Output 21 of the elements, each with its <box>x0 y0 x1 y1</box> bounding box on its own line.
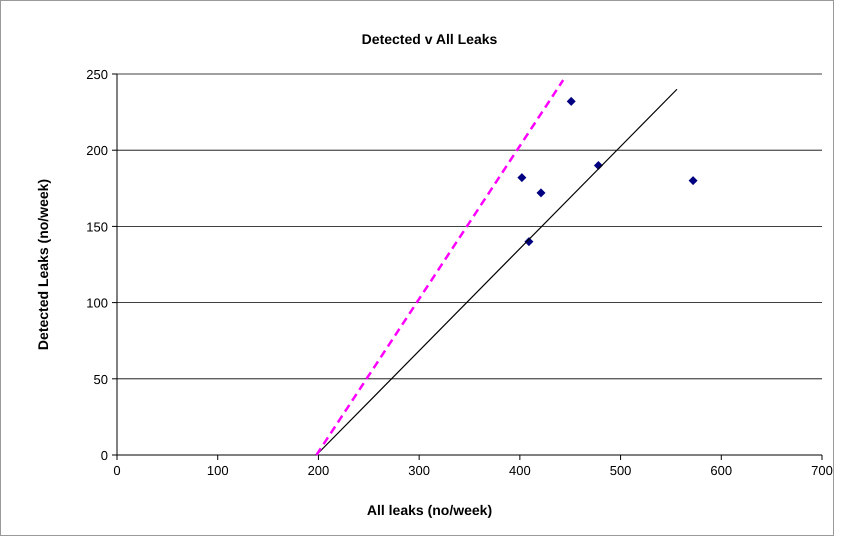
y-tick-label: 250 <box>86 67 108 82</box>
x-tick-label: 600 <box>710 463 732 478</box>
x-tick-label: 700 <box>811 463 833 478</box>
x-tick-label: 300 <box>408 463 430 478</box>
chart-title: Detected v All Leaks <box>362 31 498 47</box>
x-tick-label: 400 <box>509 463 531 478</box>
point <box>517 173 526 182</box>
x-tick-label: 200 <box>308 463 330 478</box>
point <box>688 176 698 186</box>
y-tick-label: 50 <box>94 372 108 387</box>
point <box>536 188 546 198</box>
y-axis-title: Detected Leaks (no/week) <box>35 178 51 350</box>
y-tick-label: 0 <box>100 448 108 463</box>
y-tick-label: 200 <box>86 143 108 158</box>
point <box>566 96 576 106</box>
y-tick-label: 100 <box>86 296 108 311</box>
y-tick-label: 150 <box>86 219 108 234</box>
x-tick-label: 0 <box>113 463 121 478</box>
x-tick-label: 500 <box>610 463 632 478</box>
x-tick-label: 100 <box>206 463 229 478</box>
x-axis-title: All leaks (no/week) <box>366 502 492 518</box>
